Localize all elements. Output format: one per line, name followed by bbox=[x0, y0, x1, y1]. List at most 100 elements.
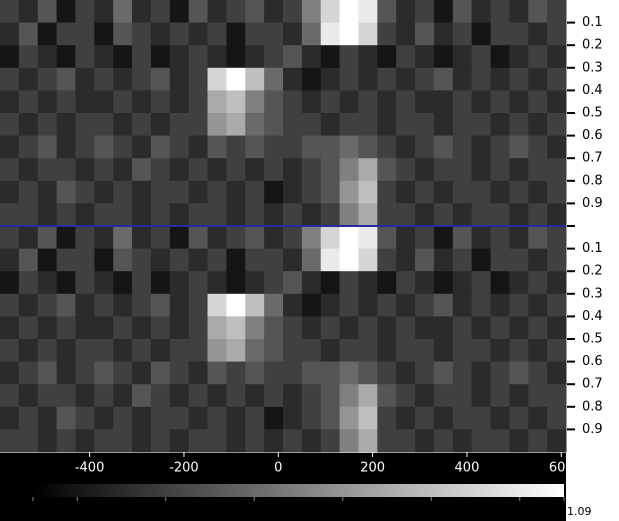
cell bbox=[377, 180, 397, 204]
cell bbox=[415, 361, 435, 385]
cell bbox=[339, 22, 359, 46]
cell bbox=[415, 293, 435, 317]
cell bbox=[75, 90, 95, 114]
cell bbox=[18, 248, 39, 272]
cell bbox=[433, 361, 454, 385]
cell bbox=[396, 429, 416, 453]
colorbar-tick-label: 1.09 bbox=[567, 505, 592, 518]
cell bbox=[377, 361, 397, 385]
cell bbox=[113, 406, 133, 430]
cell bbox=[490, 45, 510, 69]
cell bbox=[415, 339, 435, 363]
cell bbox=[301, 113, 322, 137]
cell bbox=[264, 293, 284, 317]
cell bbox=[339, 429, 359, 453]
cell bbox=[490, 361, 510, 385]
cell bbox=[94, 271, 114, 295]
cell bbox=[0, 90, 20, 114]
cell bbox=[490, 271, 510, 295]
cell bbox=[264, 384, 284, 408]
cell bbox=[283, 339, 303, 363]
cell bbox=[471, 113, 492, 137]
cell bbox=[264, 271, 284, 295]
y-tick-label: 0.1 bbox=[582, 15, 603, 30]
cell bbox=[301, 271, 322, 295]
cell bbox=[490, 339, 510, 363]
cell bbox=[169, 339, 190, 363]
cell bbox=[207, 429, 227, 453]
cell bbox=[452, 316, 473, 340]
cell bbox=[452, 180, 473, 204]
cell bbox=[415, 248, 435, 272]
cell bbox=[358, 248, 378, 272]
cell bbox=[207, 180, 227, 204]
cell bbox=[339, 226, 359, 250]
cell bbox=[377, 429, 397, 453]
cell bbox=[301, 22, 322, 46]
cell bbox=[415, 67, 435, 91]
cell bbox=[471, 226, 492, 250]
y-tick-label: 0.3 bbox=[582, 286, 603, 301]
cell bbox=[245, 158, 265, 182]
cell bbox=[490, 226, 510, 250]
cell bbox=[113, 203, 133, 227]
cell bbox=[150, 203, 171, 227]
cell bbox=[0, 180, 20, 204]
cell bbox=[113, 293, 133, 317]
cell bbox=[75, 135, 95, 159]
y-tick-label: 0.4 bbox=[582, 309, 603, 324]
cell bbox=[490, 90, 510, 114]
cell bbox=[0, 248, 20, 272]
cell bbox=[471, 45, 492, 69]
cell bbox=[320, 384, 341, 408]
cell bbox=[94, 339, 114, 363]
cell bbox=[490, 22, 510, 46]
cell bbox=[56, 158, 76, 182]
cell bbox=[301, 203, 322, 227]
cell bbox=[509, 293, 529, 317]
cell bbox=[396, 22, 416, 46]
cell bbox=[264, 45, 284, 69]
colorbar-tick-label: 0.98 bbox=[65, 505, 90, 518]
cell bbox=[207, 339, 227, 363]
cell bbox=[37, 429, 58, 453]
cell bbox=[471, 90, 492, 114]
cell bbox=[226, 22, 246, 46]
cell bbox=[528, 22, 548, 46]
cell bbox=[226, 0, 246, 24]
cell bbox=[358, 67, 378, 91]
cell bbox=[509, 180, 529, 204]
cell bbox=[18, 158, 39, 182]
cell bbox=[150, 293, 171, 317]
cell bbox=[301, 316, 322, 340]
cell bbox=[547, 361, 567, 385]
cell bbox=[245, 361, 265, 385]
cell bbox=[490, 406, 510, 430]
cell bbox=[415, 90, 435, 114]
cell bbox=[75, 361, 95, 385]
cell bbox=[94, 203, 114, 227]
cell bbox=[358, 339, 378, 363]
cell bbox=[18, 22, 39, 46]
cell bbox=[150, 0, 171, 24]
x-tick-label: -200 bbox=[169, 461, 199, 476]
cell bbox=[358, 406, 378, 430]
cell bbox=[301, 384, 322, 408]
cell bbox=[339, 180, 359, 204]
cell bbox=[283, 361, 303, 385]
y-tick-label: 0.8 bbox=[582, 399, 603, 414]
cell bbox=[150, 67, 171, 91]
cell bbox=[94, 90, 114, 114]
cell bbox=[509, 271, 529, 295]
cell bbox=[433, 226, 454, 250]
cell bbox=[150, 45, 171, 69]
cell bbox=[226, 90, 246, 114]
cell bbox=[132, 90, 152, 114]
cell bbox=[415, 135, 435, 159]
cell bbox=[0, 158, 20, 182]
cell bbox=[150, 429, 171, 453]
cell bbox=[169, 135, 190, 159]
cell bbox=[358, 316, 378, 340]
cell bbox=[396, 406, 416, 430]
cell bbox=[169, 67, 190, 91]
